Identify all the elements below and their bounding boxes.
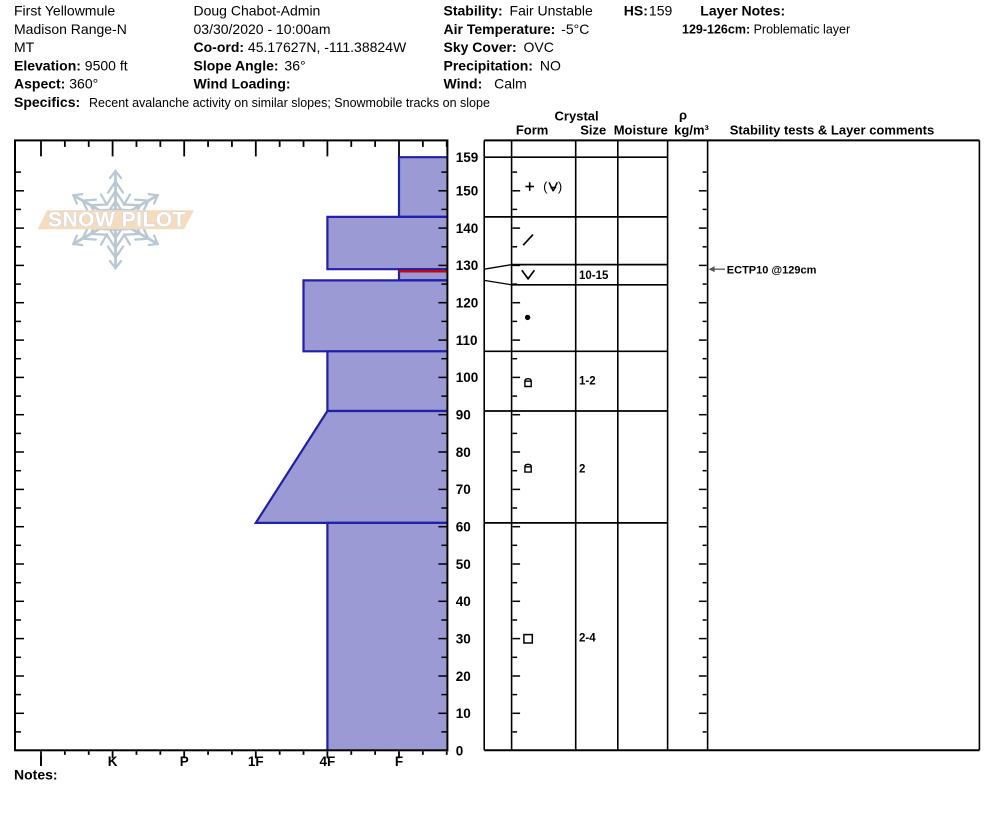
svg-text:40: 40 <box>456 594 471 609</box>
svg-text:2-4: 2-4 <box>579 632 596 644</box>
svg-text:Precipitation: NO: Precipitation: NO <box>444 57 561 73</box>
svg-text:Madison Range-N: Madison Range-N <box>14 21 127 37</box>
svg-text:20: 20 <box>456 669 471 684</box>
svg-text:Moisture: Moisture <box>614 123 668 138</box>
svg-text:Slope Angle: 36°: Slope Angle: 36° <box>194 57 306 73</box>
svg-text:Stability: Fair Unstable: Stability: Fair Unstable <box>444 3 593 19</box>
svg-text:Specifics: Recent avalanche ac: Specifics: Recent avalanche activity on … <box>14 94 490 110</box>
svg-text:Stability tests & Layer commen: Stability tests & Layer comments <box>730 123 934 138</box>
svg-text:0: 0 <box>456 743 464 758</box>
svg-text:(: ( <box>543 179 548 194</box>
svg-text:150: 150 <box>456 184 479 199</box>
svg-text:10: 10 <box>456 706 471 721</box>
svg-text:4F: 4F <box>320 754 336 769</box>
svg-text:Doug Chabot-Admin: Doug Chabot-Admin <box>194 3 321 19</box>
svg-text:Elevation: 9500 ft: Elevation: 9500 ft <box>14 57 128 73</box>
svg-text:2: 2 <box>579 463 585 475</box>
svg-text:129-126cm: Problematic layer: 129-126cm: Problematic layer <box>682 22 850 36</box>
svg-text:Layer Notes:: Layer Notes: <box>700 3 785 19</box>
svg-text:Co-ord: 45.17627N, -111.38824W: Co-ord: 45.17627N, -111.38824W <box>194 39 407 55</box>
svg-text:70: 70 <box>456 482 471 497</box>
svg-text:Crystal: Crystal <box>555 109 599 124</box>
svg-text:F: F <box>395 754 403 769</box>
svg-text:60: 60 <box>456 520 471 535</box>
svg-text:Size: Size <box>580 123 606 138</box>
svg-text:Wind Loading:: Wind Loading: <box>194 76 291 92</box>
svg-text:kg/m³: kg/m³ <box>674 123 709 138</box>
svg-text:03/30/2020 - 10:00am: 03/30/2020 - 10:00am <box>194 21 331 37</box>
svg-text:159: 159 <box>456 150 479 165</box>
svg-text:1F: 1F <box>248 754 264 769</box>
svg-text:HS:159: HS:159 <box>624 3 673 19</box>
svg-text:100: 100 <box>456 370 479 385</box>
svg-text:Aspect: 360°: Aspect: 360° <box>14 76 98 92</box>
svg-text:90: 90 <box>456 408 471 423</box>
svg-text:Notes:: Notes: <box>14 766 58 782</box>
svg-text:10-15: 10-15 <box>579 270 609 282</box>
svg-text:130: 130 <box>456 258 479 273</box>
svg-text:Form: Form <box>516 123 549 138</box>
svg-text:140: 140 <box>456 221 479 236</box>
svg-text:First Yellowmule: First Yellowmule <box>14 3 115 19</box>
svg-text:Wind: Calm: Wind: Calm <box>444 76 527 92</box>
svg-text:Air Temperature: -5°C: Air Temperature: -5°C <box>444 21 590 37</box>
svg-text:110: 110 <box>456 333 478 348</box>
svg-text:ECTP10 @129cm: ECTP10 @129cm <box>727 264 817 276</box>
svg-text:Sky Cover: OVC: Sky Cover: OVC <box>444 39 554 55</box>
svg-text:P: P <box>180 754 189 769</box>
svg-text:): ) <box>558 179 562 194</box>
svg-text:120: 120 <box>456 296 479 311</box>
svg-text:30: 30 <box>456 631 471 646</box>
svg-text:80: 80 <box>456 445 471 460</box>
svg-text:SNOW PILOT: SNOW PILOT <box>48 209 186 232</box>
svg-text:K: K <box>108 754 118 769</box>
svg-text:1-2: 1-2 <box>579 376 596 388</box>
svg-text:I: I <box>39 754 43 769</box>
svg-text:MT: MT <box>14 39 35 55</box>
svg-text:50: 50 <box>456 557 471 572</box>
svg-text:ρ: ρ <box>679 107 687 122</box>
